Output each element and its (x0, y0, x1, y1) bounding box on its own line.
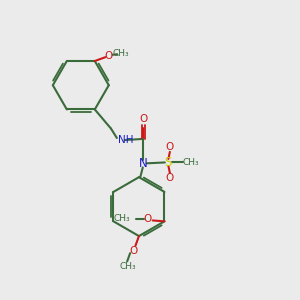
Text: CH₃: CH₃ (182, 158, 199, 167)
Text: NH: NH (118, 135, 134, 146)
Text: N: N (139, 158, 148, 170)
Text: S: S (165, 156, 172, 169)
Text: O: O (143, 214, 152, 224)
Text: CH₃: CH₃ (119, 262, 136, 271)
Text: O: O (139, 115, 148, 124)
Text: CH₃: CH₃ (113, 50, 130, 58)
Text: O: O (166, 173, 174, 183)
Text: O: O (105, 51, 113, 61)
Text: O: O (130, 246, 138, 256)
Text: CH₃: CH₃ (113, 214, 130, 224)
Text: O: O (166, 142, 174, 152)
